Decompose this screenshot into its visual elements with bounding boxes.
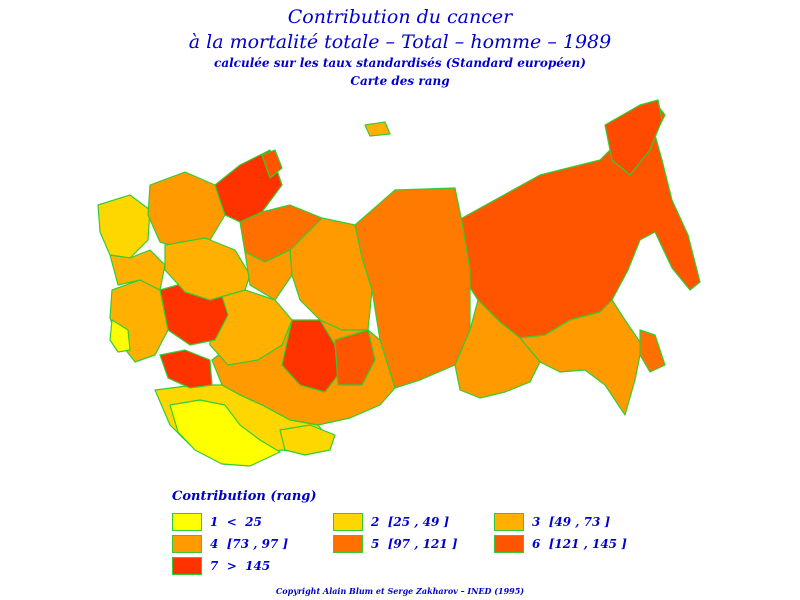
- region-sakhalin: [639, 329, 666, 373]
- region-arctic-islands: [364, 121, 391, 137]
- region-novaya-zemlya: [261, 149, 283, 179]
- region-central-asia-south: [169, 399, 281, 467]
- legend-label: 6 [121 , 145 ]: [532, 537, 627, 551]
- region-urals: [281, 319, 339, 393]
- region-central-russia: [164, 237, 251, 301]
- legend-swatch: [494, 535, 524, 553]
- legend-label: 4 [73 , 97 ]: [210, 537, 289, 551]
- legend-title: Contribution (rang): [172, 489, 317, 504]
- legend-swatch: [172, 535, 202, 553]
- region-volga: [209, 289, 293, 366]
- map-type-label: Carte des rang: [350, 74, 450, 88]
- region-irkutsk: [454, 299, 541, 399]
- region-belarus: [109, 249, 166, 291]
- region-crimea: [109, 319, 131, 353]
- legend-item-5: 5 [97 , 121 ]: [333, 535, 458, 553]
- region-arkhangelsk: [214, 149, 283, 223]
- map-title: Contribution du cancer: [287, 6, 513, 28]
- copyright-footer: Copyright Alain Blum et Serge Zakharov –…: [275, 586, 525, 596]
- legend-item-6: 6 [121 , 145 ]: [494, 535, 627, 553]
- region-baltic: [97, 194, 151, 259]
- region-omsk: [334, 329, 376, 386]
- legend-label: 2 [25 , 49 ]: [371, 515, 450, 529]
- legend-item-7: 7 > 145: [172, 557, 270, 575]
- legend-label: 5 [97 , 121 ]: [371, 537, 458, 551]
- legend-swatch: [333, 535, 363, 553]
- region-chukotka: [604, 99, 663, 176]
- legend-label: 3 [49 , 73 ]: [532, 515, 611, 529]
- legend-swatch: [172, 513, 202, 531]
- legend-swatch: [494, 513, 524, 531]
- region-far-east: [454, 101, 701, 339]
- legend-swatch: [333, 513, 363, 531]
- legend-label: 1 < 25: [210, 515, 262, 529]
- map-subtitle: à la mortalité totale – Total – homme – …: [188, 31, 612, 53]
- region-perm: [244, 249, 293, 301]
- map-method-note: calculée sur les taux standardisés (Stan…: [214, 56, 586, 70]
- legend-item-4: 4 [73 , 97 ]: [172, 535, 288, 553]
- legend-swatch: [172, 557, 202, 575]
- region-northwest: [147, 171, 226, 251]
- legend-item-2: 2 [25 , 49 ]: [333, 513, 449, 531]
- region-tajik: [279, 424, 336, 456]
- region-caucasus: [159, 349, 213, 389]
- legend-item-3: 3 [49 , 73 ]: [494, 513, 610, 531]
- legend-item-1: 1 < 25: [172, 513, 262, 531]
- region-amur: [519, 299, 643, 416]
- legend-label: 7 > 145: [210, 559, 271, 573]
